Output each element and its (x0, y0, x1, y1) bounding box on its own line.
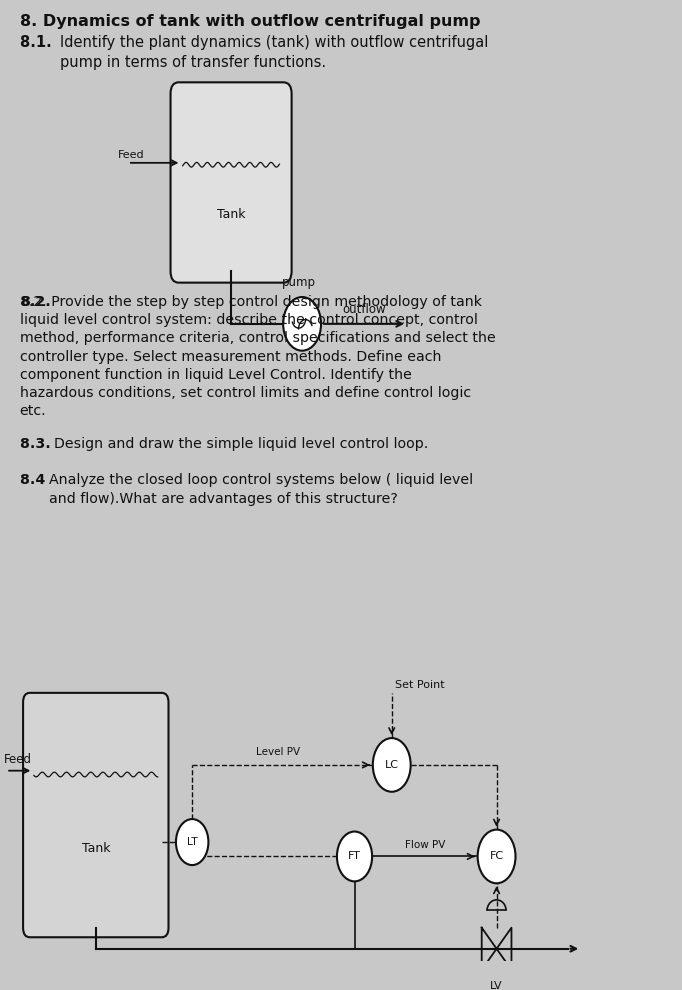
Text: 8.4: 8.4 (20, 473, 50, 487)
Text: Analyze the closed loop control systems below ( liquid level
and flow).What are : Analyze the closed loop control systems … (49, 473, 473, 506)
Text: Flow PV: Flow PV (405, 840, 446, 849)
Circle shape (337, 832, 372, 881)
Text: Tank: Tank (217, 208, 246, 221)
Text: Level PV: Level PV (256, 747, 301, 757)
Text: 8.1.: 8.1. (20, 36, 57, 50)
Text: Feed: Feed (4, 752, 32, 766)
Text: Identify the plant dynamics (tank) with outflow centrifugal
pump in terms of tra: Identify the plant dynamics (tank) with … (60, 36, 488, 69)
Circle shape (283, 297, 321, 350)
Text: Feed: Feed (118, 149, 145, 160)
Circle shape (373, 739, 411, 792)
Text: outflow: outflow (342, 303, 386, 316)
Text: 8. Dynamics of tank with outflow centrifugal pump: 8. Dynamics of tank with outflow centrif… (20, 14, 480, 30)
Text: LT: LT (187, 838, 198, 847)
FancyBboxPatch shape (170, 82, 292, 282)
Text: 8.2.: 8.2. (20, 295, 50, 309)
Text: pump: pump (282, 276, 316, 289)
Circle shape (176, 819, 209, 865)
Text: Set Point: Set Point (395, 680, 445, 690)
Circle shape (477, 830, 516, 883)
Text: FT: FT (348, 851, 361, 861)
Text: Design and draw the simple liquid level control loop.: Design and draw the simple liquid level … (53, 437, 428, 451)
Text: LC: LC (385, 760, 399, 770)
Text: Tank: Tank (82, 842, 110, 855)
Text: 8.2. Provide the step by step control design methodology of tank
liquid level co: 8.2. Provide the step by step control de… (20, 295, 495, 418)
Text: 8.3.: 8.3. (20, 437, 55, 451)
Text: LV: LV (490, 981, 503, 990)
Text: FC: FC (490, 851, 503, 861)
FancyBboxPatch shape (23, 693, 168, 938)
